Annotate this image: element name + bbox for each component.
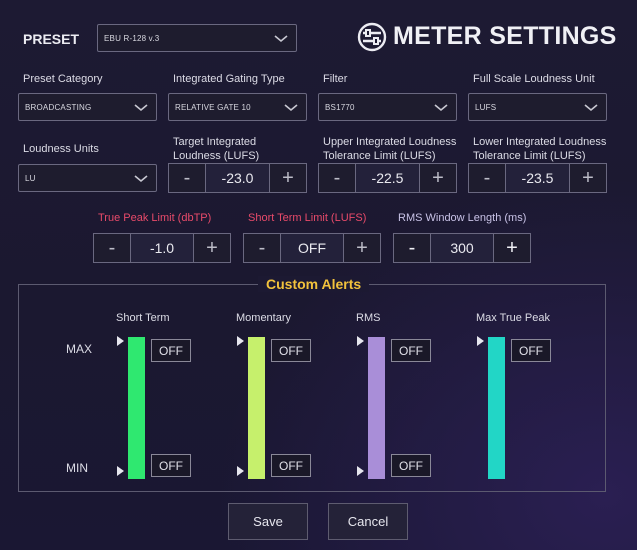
lower-tolerance-label: Lower Integrated Loudness Tolerance Limi… xyxy=(473,135,606,163)
preset-dropdown-value: EBU R-128 v.3 xyxy=(104,33,160,43)
increment-button[interactable]: + xyxy=(506,236,518,259)
rms-window-label: RMS Window Length (ms) xyxy=(398,212,527,224)
integrated-gating-type-value: RELATIVE GATE 10 xyxy=(175,102,251,112)
chevron-down-icon xyxy=(274,35,288,43)
lower-tolerance-label-line1: Lower Integrated Loudness xyxy=(473,136,607,148)
rms-meter-label: RMS xyxy=(356,312,381,324)
upper-tolerance-label: Upper Integrated Loudness Tolerance Limi… xyxy=(323,135,456,163)
preset-dropdown[interactable]: EBU R-128 v.3 xyxy=(97,24,297,52)
short-term-max-toggle[interactable]: OFF xyxy=(151,339,191,362)
short-term-limit-label: Short Term Limit (LUFS) xyxy=(248,212,367,224)
loudness-units-value: LU xyxy=(25,173,36,183)
chevron-down-icon xyxy=(134,104,148,112)
custom-alerts-title: Custom Alerts xyxy=(258,276,370,292)
preset-category-value: BROADCASTING xyxy=(25,102,92,112)
max-label: MAX xyxy=(66,342,93,356)
filter-dropdown[interactable]: BS1770 xyxy=(318,93,457,121)
max-true-peak-meter-bar xyxy=(488,337,505,479)
min-label: MIN xyxy=(66,461,88,475)
target-integrated-label-line2: Loudness (LUFS) xyxy=(173,150,260,162)
max-marker-icon[interactable] xyxy=(357,336,364,346)
momentary-max-toggle[interactable]: OFF xyxy=(271,339,311,362)
decrement-button[interactable]: - xyxy=(258,236,266,259)
true-peak-label: True Peak Limit (dbTP) xyxy=(98,212,212,224)
short-term-min-toggle[interactable]: OFF xyxy=(151,454,191,477)
integrated-gating-type-label: Integrated Gating Type xyxy=(173,73,285,85)
short-term-meter-label: Short Term xyxy=(116,312,170,324)
lower-tolerance-stepper[interactable]: - -23.5 + xyxy=(468,163,607,193)
lower-tolerance-label-line2: Tolerance Limit (LUFS) xyxy=(473,150,586,162)
upper-tolerance-label-line2: Tolerance Limit (LUFS) xyxy=(323,150,436,162)
min-marker-icon[interactable] xyxy=(357,466,364,476)
upper-tolerance-label-line1: Upper Integrated Loudness xyxy=(323,136,457,148)
preset-category-label: Preset Category xyxy=(23,73,103,85)
full-scale-loudness-unit-dropdown[interactable]: LUFS xyxy=(468,93,607,121)
decrement-button[interactable]: - xyxy=(483,166,491,189)
rms-max-toggle[interactable]: OFF xyxy=(391,339,431,362)
increment-button[interactable]: + xyxy=(282,166,294,189)
increment-button[interactable]: + xyxy=(206,236,218,259)
chevron-down-icon xyxy=(284,104,298,112)
meter-settings-icon xyxy=(357,22,387,52)
preset-category-dropdown[interactable]: BROADCASTING xyxy=(18,93,157,121)
min-marker-icon[interactable] xyxy=(237,466,244,476)
target-integrated-label: Target Integrated Loudness (LUFS) xyxy=(173,135,259,163)
increment-button[interactable]: + xyxy=(432,166,444,189)
true-peak-value[interactable]: -1.0 xyxy=(130,234,194,262)
momentary-meter-label: Momentary xyxy=(236,312,292,324)
cancel-button[interactable]: Cancel xyxy=(328,503,408,540)
full-scale-loudness-unit-value: LUFS xyxy=(475,102,497,112)
chevron-down-icon xyxy=(134,175,148,183)
save-button[interactable]: Save xyxy=(228,503,308,540)
max-true-peak-max-toggle[interactable]: OFF xyxy=(511,339,551,362)
decrement-button[interactable]: - xyxy=(108,236,116,259)
true-peak-stepper[interactable]: - -1.0 + xyxy=(93,233,231,263)
upper-tolerance-stepper[interactable]: - -22.5 + xyxy=(318,163,457,193)
max-marker-icon[interactable] xyxy=(237,336,244,346)
loudness-units-dropdown[interactable]: LU xyxy=(18,164,157,192)
short-term-limit-value[interactable]: OFF xyxy=(280,234,344,262)
momentary-meter-bar xyxy=(248,337,265,479)
increment-button[interactable]: + xyxy=(356,236,368,259)
max-marker-icon[interactable] xyxy=(117,336,124,346)
increment-button[interactable]: + xyxy=(582,166,594,189)
min-marker-icon[interactable] xyxy=(117,466,124,476)
rms-window-stepper[interactable]: - 300 + xyxy=(393,233,531,263)
preset-label: PRESET xyxy=(23,31,80,47)
page-title: METER SETTINGS xyxy=(393,22,617,50)
chevron-down-icon xyxy=(434,104,448,112)
momentary-min-toggle[interactable]: OFF xyxy=(271,454,311,477)
filter-label: Filter xyxy=(323,73,348,85)
max-true-peak-meter-label: Max True Peak xyxy=(476,312,550,324)
rms-meter-bar xyxy=(368,337,385,479)
integrated-gating-type-dropdown[interactable]: RELATIVE GATE 10 xyxy=(168,93,307,121)
decrement-button[interactable]: - xyxy=(408,236,416,259)
target-integrated-label-line1: Target Integrated xyxy=(173,136,257,148)
full-scale-loudness-unit-label: Full Scale Loudness Unit xyxy=(473,73,595,85)
max-marker-icon[interactable] xyxy=(477,336,484,346)
target-integrated-stepper[interactable]: - -23.0 + xyxy=(168,163,307,193)
short-term-limit-stepper[interactable]: - OFF + xyxy=(243,233,381,263)
lower-tolerance-value[interactable]: -23.5 xyxy=(505,164,570,192)
target-integrated-value[interactable]: -23.0 xyxy=(205,164,270,192)
filter-value: BS1770 xyxy=(325,102,355,112)
loudness-units-label: Loudness Units xyxy=(23,143,99,155)
rms-min-toggle[interactable]: OFF xyxy=(391,454,431,477)
upper-tolerance-value[interactable]: -22.5 xyxy=(355,164,420,192)
rms-window-value[interactable]: 300 xyxy=(430,234,494,262)
decrement-button[interactable]: - xyxy=(183,166,191,189)
chevron-down-icon xyxy=(584,104,598,112)
short-term-meter-bar xyxy=(128,337,145,479)
decrement-button[interactable]: - xyxy=(333,166,341,189)
